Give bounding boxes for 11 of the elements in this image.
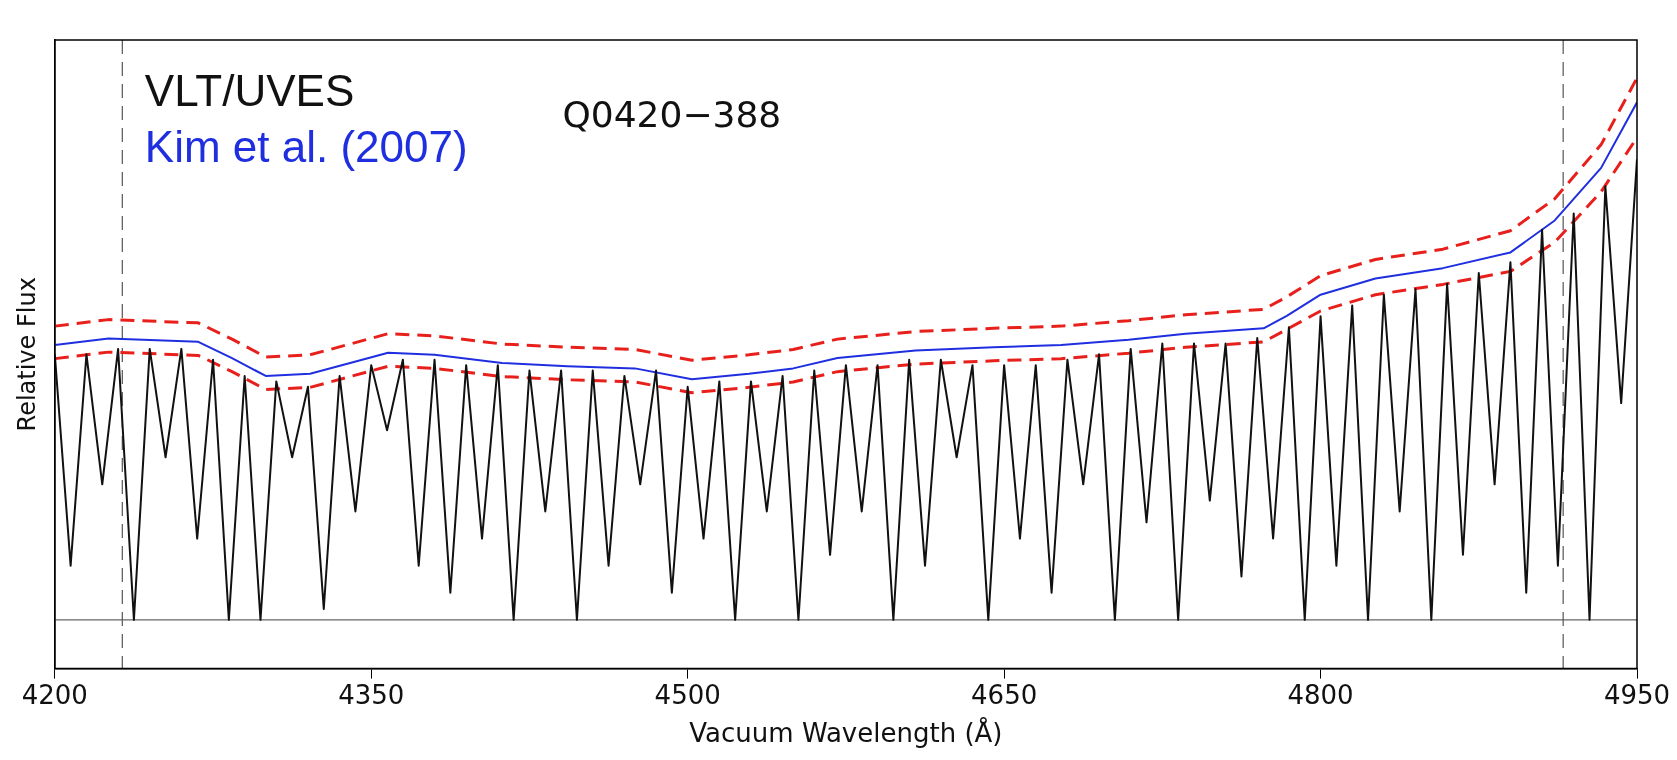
x-tick-label: 4500: [654, 679, 721, 710]
x-tick-label: 4200: [21, 679, 88, 710]
text: Kim et al. (2007): [144, 122, 468, 172]
x-tick-label: 4650: [971, 679, 1038, 710]
text: VLT/UVES: [144, 66, 355, 116]
x-tick-label: 4800: [1287, 679, 1354, 710]
annotation: Q0420−388: [562, 94, 782, 136]
y-axis-title: Relative Flux: [12, 277, 41, 432]
x-tick-label: 4350: [338, 679, 405, 710]
x-tick-label: 4950: [1603, 679, 1671, 710]
x-axis-title: Vacuum Wavelength (Å): [689, 717, 1003, 749]
